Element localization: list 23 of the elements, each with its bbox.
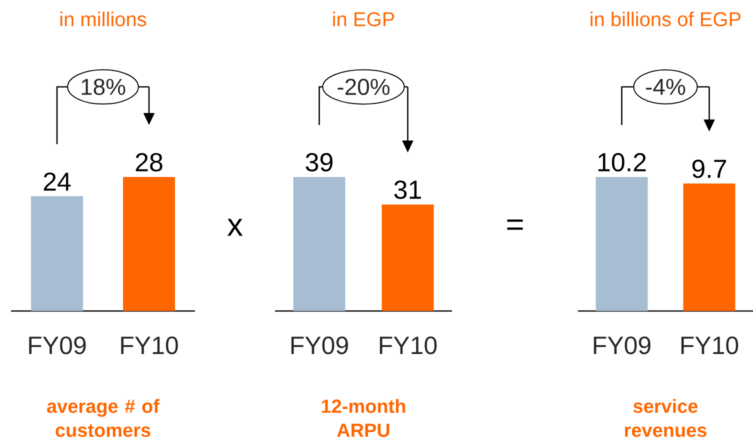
data-label: 24 [44, 172, 71, 191]
text: -4% [646, 78, 686, 95]
x-tick-label: FY09 [594, 336, 650, 354]
x-tick-label: FY09 [291, 336, 348, 354]
chart-subtitle: in billions of EGP [590, 12, 741, 26]
text: 18% [82, 78, 126, 96]
text: -20% [338, 78, 390, 96]
data-label: 28 [136, 153, 162, 172]
data-label: 10.2 [598, 153, 646, 172]
x-axis-title: service revenues [625, 399, 706, 437]
x-axis-title: average # of customers [47, 399, 160, 437]
x-tick-label: FY10 [380, 336, 437, 354]
data-label: 39 [306, 153, 332, 172]
text: = [507, 219, 523, 230]
x-axis-title: 12-month ARPU [322, 399, 406, 437]
data-label: 31 [394, 180, 421, 199]
text: x [227, 218, 243, 236]
x-tick-label: FY10 [681, 336, 738, 354]
data-label: 9.7 [692, 160, 726, 178]
chart-subtitle: in EGP [333, 12, 394, 26]
chart-subtitle: in millions [60, 12, 146, 26]
x-tick-label: FY10 [121, 336, 178, 354]
x-tick-label: FY09 [29, 336, 86, 354]
